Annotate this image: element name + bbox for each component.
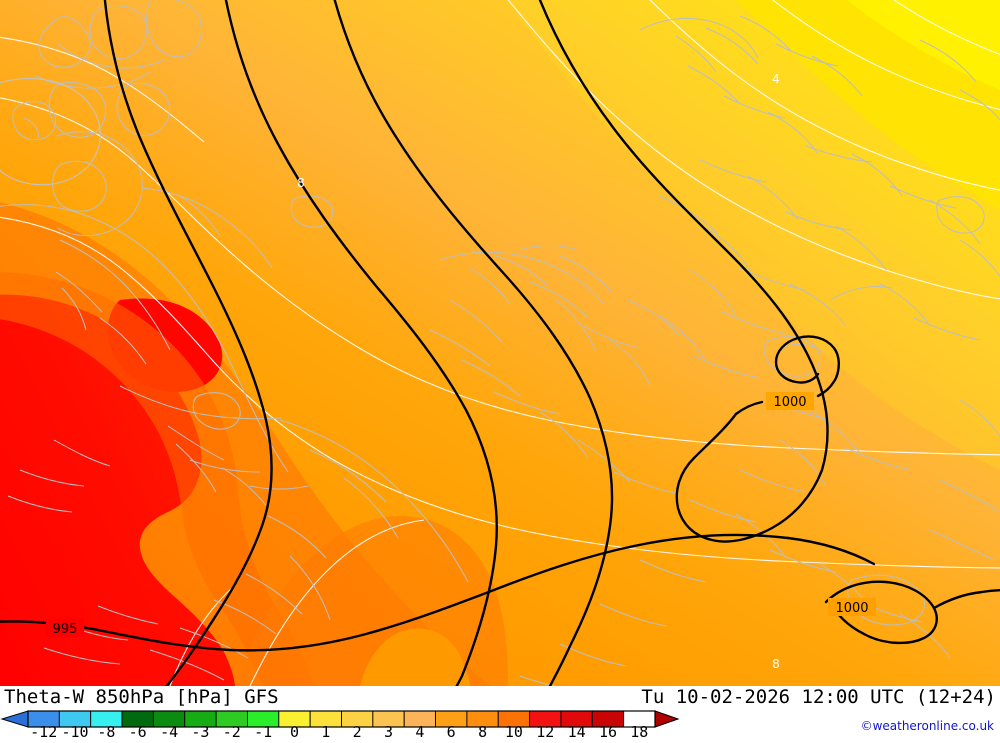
isobar-line xyxy=(224,0,498,686)
color-scale-tick: -6 xyxy=(128,723,147,741)
color-scale-tick: -8 xyxy=(97,723,116,741)
isobar-line xyxy=(103,0,273,686)
color-scale-tick: 2 xyxy=(352,723,362,741)
map-footer: Theta-W 850hPa [hPa] GFS Tu 10-02-2026 1… xyxy=(0,686,1000,741)
color-scale-tick: 16 xyxy=(598,723,618,741)
color-scale-tick: 3 xyxy=(383,723,394,741)
color-scale-tick: -1 xyxy=(254,723,273,741)
isobar-line xyxy=(932,588,1000,610)
weather-map-canvas[interactable]: 1000 1000 995 8 8 4 xyxy=(0,0,1000,686)
isobar-label: 1000 xyxy=(828,598,876,616)
isobar-layer xyxy=(0,0,1000,686)
color-scale-tick: 1 xyxy=(321,723,331,741)
color-scale-tick: 18 xyxy=(630,723,649,741)
isobar-label-text: 1000 xyxy=(835,601,868,616)
isobar-label-text: 995 xyxy=(53,622,78,637)
theta-contour-label: 4 xyxy=(772,72,780,86)
color-scale-tick: 6 xyxy=(446,723,456,741)
color-scale-tick: 14 xyxy=(567,723,586,741)
color-scale-tick: -12 xyxy=(30,723,58,741)
isobar-label-group: 1000 1000 995 xyxy=(46,392,876,637)
isobar-line-1000 xyxy=(675,412,824,543)
isobar-line xyxy=(786,536,876,566)
isobar-label-text: 1000 xyxy=(773,395,806,410)
color-scale-tick: -4 xyxy=(160,723,179,741)
color-scale-tick: 12 xyxy=(536,723,555,741)
color-scale-tick: 8 xyxy=(478,723,488,741)
color-scale-tick: -10 xyxy=(61,723,89,741)
color-scale-tick-labels: -12 -10 -8 -6 -4 -3 -2 -1 0 1 2 3 4 6 8 10 12 14 16 18 xyxy=(0,723,680,743)
color-scale-tick: -2 xyxy=(222,723,241,741)
isobar-line-1000-right xyxy=(774,335,840,398)
color-scale-tick: -3 xyxy=(191,723,210,741)
isobar-line-1000-label-gap xyxy=(734,400,764,416)
color-scale-tick: 4 xyxy=(415,723,425,741)
color-scale-border xyxy=(27,710,656,728)
theta-contour-label: 8 xyxy=(297,176,305,190)
isobar-line xyxy=(0,533,790,652)
theta-w-field-plot: 1000 1000 995 8 8 4 xyxy=(0,0,1000,686)
model-run-timestamp: Tu 10-02-2026 12:00 UTC (12+24) xyxy=(641,686,996,708)
theta-band-core-bright xyxy=(847,0,1000,90)
theta-contour-label-group: 8 8 4 xyxy=(297,72,780,671)
color-scale-tick: 0 xyxy=(289,723,300,741)
isobar-line xyxy=(538,0,829,472)
isobar-label: 995 xyxy=(46,619,84,637)
isobar-line xyxy=(333,0,614,686)
page-title: Theta-W 850hPa [hPa] GFS xyxy=(4,686,279,708)
theta-contour-label: 8 xyxy=(772,657,780,671)
color-scale-swatches xyxy=(0,710,680,728)
color-scale-legend[interactable]: -12 -10 -8 -6 -4 -3 -2 -1 0 1 2 3 4 6 8 10 12 14 16 18 xyxy=(0,708,680,741)
theta-band-10-lobe2 xyxy=(360,628,470,686)
color-scale-tick: 10 xyxy=(504,723,523,741)
copyright-notice: ©weatheronline.co.uk xyxy=(860,719,994,733)
isobar-label: 1000 xyxy=(766,392,814,410)
isobar-line-lowclosed xyxy=(824,580,938,645)
